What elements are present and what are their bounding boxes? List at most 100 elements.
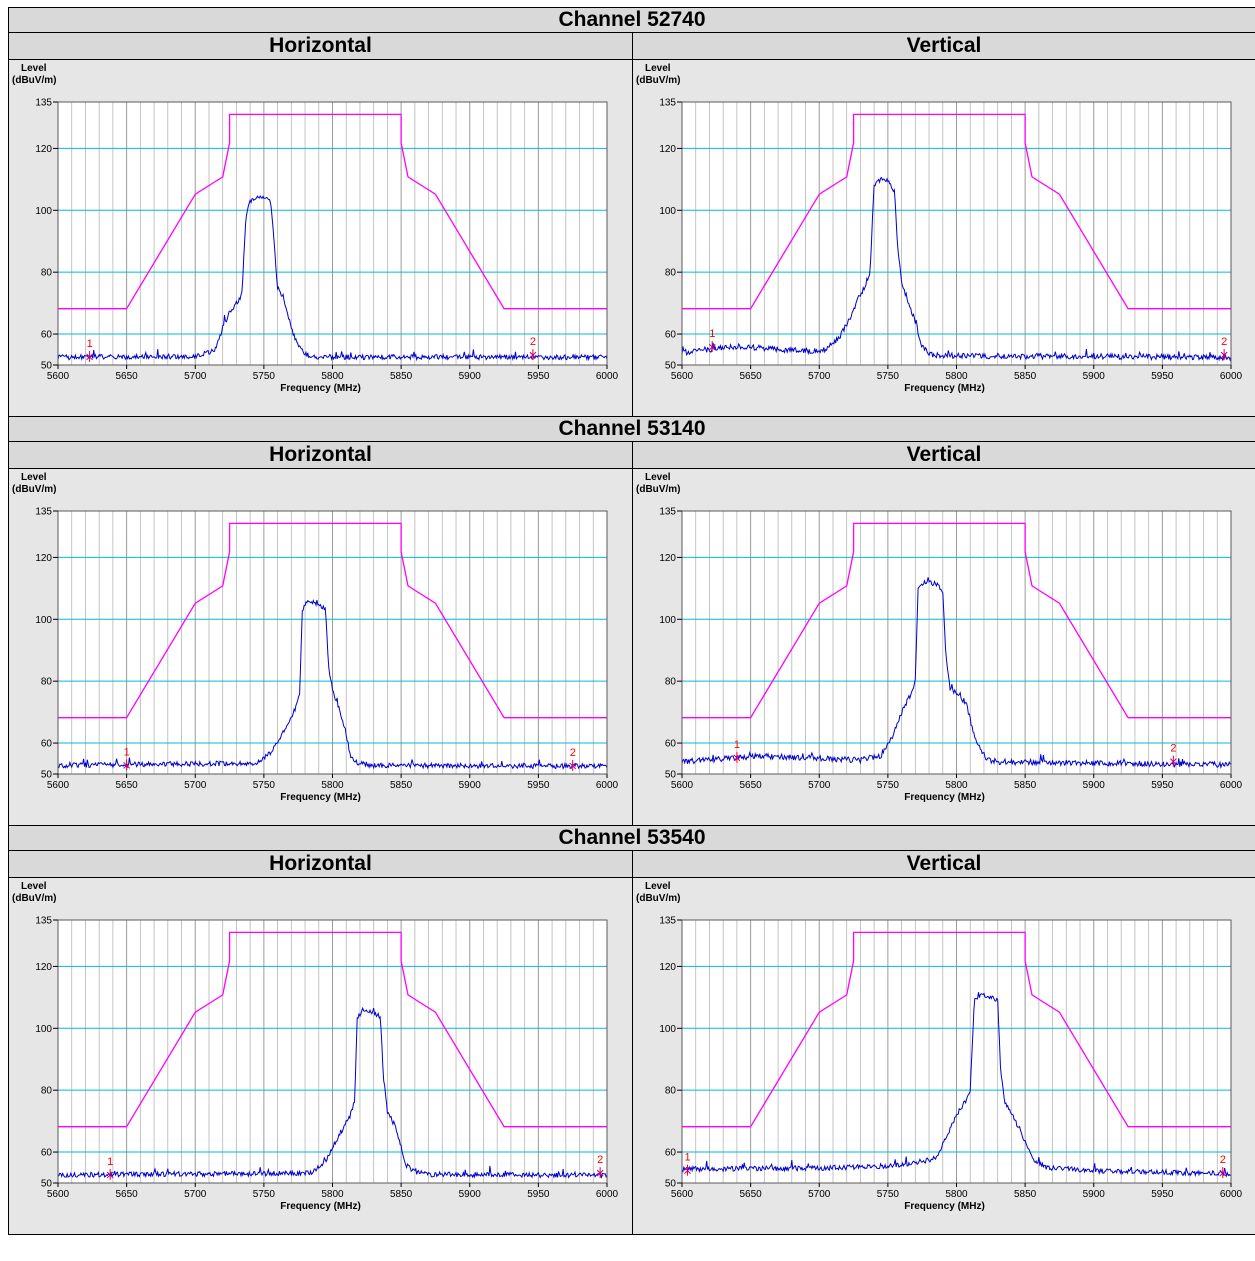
y-axis-label-line1: Level	[21, 63, 47, 74]
y-tick-label: 120	[35, 553, 52, 564]
chart-content: Level(dBuV/m) 1 2 50 60 80 100 120 135 5600 5650 57…	[12, 881, 619, 1212]
spectrum-chart: Level(dBuV/m) 1 2 50 60 80 100 120 135 5600 5650 57…	[633, 60, 1255, 416]
y-tick-label: 60	[665, 739, 677, 750]
x-tick-label: 5900	[459, 371, 482, 382]
x-tick-label: 5650	[740, 1189, 763, 1200]
chart-cell: Level (dBuV/m) 1 2 50 60 80 100 120 135 5600 5650 57…	[9, 469, 633, 826]
x-tick-label: 5850	[390, 371, 413, 382]
marker-1-label: 1	[734, 739, 740, 751]
chart-content: Level(dBuV/m) 1 2 50 60 80 100 120 135 5600 5650 57…	[12, 63, 619, 394]
y-tick-label: 80	[665, 268, 677, 279]
x-tick-label: 6000	[596, 780, 619, 791]
y-tick-label: 135	[659, 507, 676, 518]
x-tick-label: 5900	[1083, 371, 1106, 382]
x-tick-label: 6000	[596, 1189, 619, 1200]
x-tick-label: 5600	[47, 371, 70, 382]
x-tick-label: 5850	[390, 780, 413, 791]
y-tick-label: 120	[659, 962, 676, 973]
chart-content: Level(dBuV/m) 1 2 50 60 80 100 120 135 5600 5650 57…	[636, 472, 1243, 803]
marker-2-label: 2	[1221, 336, 1227, 348]
x-tick-label: 5950	[1151, 780, 1174, 791]
x-tick-label: 6000	[1220, 1189, 1243, 1200]
y-axis-label-line1: Level	[645, 472, 671, 483]
x-tick-label: 5600	[47, 780, 70, 791]
y-tick-label: 50	[665, 1179, 677, 1190]
y-tick-label: 100	[659, 615, 676, 626]
y-tick-label: 100	[35, 615, 52, 626]
x-tick-label: 5700	[808, 780, 831, 791]
x-tick-label: 5800	[321, 371, 344, 382]
results-table: Channel 52740 Horizontal Vertical Level(…	[8, 7, 1255, 1235]
x-tick-label: 6000	[1220, 780, 1243, 791]
y-axis-label-line2: (dBuV/m)	[12, 893, 56, 904]
x-tick-label: 5950	[1151, 1189, 1174, 1200]
x-axis-label: Frequency (MHz)	[280, 792, 361, 803]
y-tick-label: 50	[41, 361, 53, 372]
y-tick-label: 80	[41, 1086, 53, 1097]
x-tick-label: 5800	[321, 1189, 344, 1200]
chart-content: Level(dBuV/m) 1 2 50 60 80 100 120 135 5600 5650 57…	[636, 63, 1243, 394]
x-tick-label: 5750	[877, 780, 900, 791]
x-tick-label: 5750	[877, 371, 900, 382]
y-tick-label: 50	[41, 1179, 53, 1190]
y-tick-label: 80	[41, 677, 53, 688]
y-tick-label: 135	[35, 916, 52, 927]
x-tick-label: 5800	[945, 371, 968, 382]
x-tick-label: 5850	[1014, 780, 1037, 791]
chart-cell: Level (dBuV/m) 1 2 50 60 80 100 120 135 5600 5650 57…	[633, 878, 1255, 1235]
x-tick-label: 5950	[527, 1189, 550, 1200]
channel-header-3: Channel 53540	[9, 826, 1255, 851]
x-tick-label: 5650	[740, 780, 763, 791]
y-tick-label: 100	[35, 1024, 52, 1035]
pol-header-vertical: Vertical	[633, 442, 1255, 469]
x-tick-label: 5850	[1014, 371, 1037, 382]
y-tick-label: 120	[35, 962, 52, 973]
channel-header-1: Channel 52740	[9, 8, 1255, 33]
y-tick-label: 135	[659, 916, 676, 927]
marker-2-label: 2	[1170, 743, 1176, 755]
y-tick-label: 135	[35, 98, 52, 109]
y-tick-label: 80	[41, 268, 53, 279]
y-tick-label: 60	[41, 330, 53, 341]
x-tick-label: 5950	[527, 780, 550, 791]
x-tick-label: 5800	[321, 780, 344, 791]
chart-cell: Level (dBuV/m) 1 2 50 60 80 100 120 135 5600 5650 57…	[9, 878, 633, 1235]
x-tick-label: 5750	[253, 1189, 276, 1200]
y-tick-label: 50	[665, 361, 677, 372]
spectrum-chart: Level(dBuV/m) 1 2 50 60 80 100 120 135 5600 5650 57…	[9, 60, 632, 416]
spectrum-chart: Level(dBuV/m) 1 2 50 60 80 100 120 135 5600 5650 57…	[633, 878, 1255, 1234]
marker-1-label: 1	[107, 1156, 113, 1168]
y-tick-label: 100	[659, 1024, 676, 1035]
y-tick-label: 80	[665, 677, 677, 688]
x-axis-label: Frequency (MHz)	[904, 1201, 985, 1212]
x-tick-label: 5900	[1083, 780, 1106, 791]
y-axis-label-line2: (dBuV/m)	[636, 893, 680, 904]
x-axis-label: Frequency (MHz)	[280, 1201, 361, 1212]
y-axis-label-line2: (dBuV/m)	[636, 75, 680, 86]
x-tick-label: 5750	[877, 1189, 900, 1200]
x-tick-label: 5650	[116, 371, 139, 382]
y-tick-label: 100	[35, 206, 52, 217]
x-tick-label: 5900	[459, 1189, 482, 1200]
y-tick-label: 50	[665, 770, 677, 781]
y-axis-label-line2: (dBuV/m)	[12, 75, 56, 86]
y-axis-label-line1: Level	[645, 881, 671, 892]
x-tick-label: 5700	[184, 1189, 207, 1200]
x-tick-label: 6000	[596, 371, 619, 382]
marker-1-label: 1	[87, 338, 93, 350]
x-tick-label: 5600	[671, 1189, 694, 1200]
x-tick-label: 5650	[116, 1189, 139, 1200]
y-tick-label: 135	[35, 507, 52, 518]
y-axis-label-line1: Level	[645, 63, 671, 74]
pol-header-horizontal: Horizontal	[9, 851, 633, 878]
pol-header-horizontal: Horizontal	[9, 33, 633, 60]
spectrum-chart: Level(dBuV/m) 1 2 50 60 80 100 120 135 5600 5650 57…	[9, 469, 632, 825]
x-tick-label: 5800	[945, 1189, 968, 1200]
pol-header-vertical: Vertical	[633, 851, 1255, 878]
x-tick-label: 5600	[47, 1189, 70, 1200]
x-tick-label: 5750	[253, 371, 276, 382]
y-axis-label-line2: (dBuV/m)	[12, 484, 56, 495]
y-tick-label: 80	[665, 1086, 677, 1097]
y-tick-label: 60	[665, 1148, 677, 1159]
x-axis-label: Frequency (MHz)	[280, 383, 361, 394]
